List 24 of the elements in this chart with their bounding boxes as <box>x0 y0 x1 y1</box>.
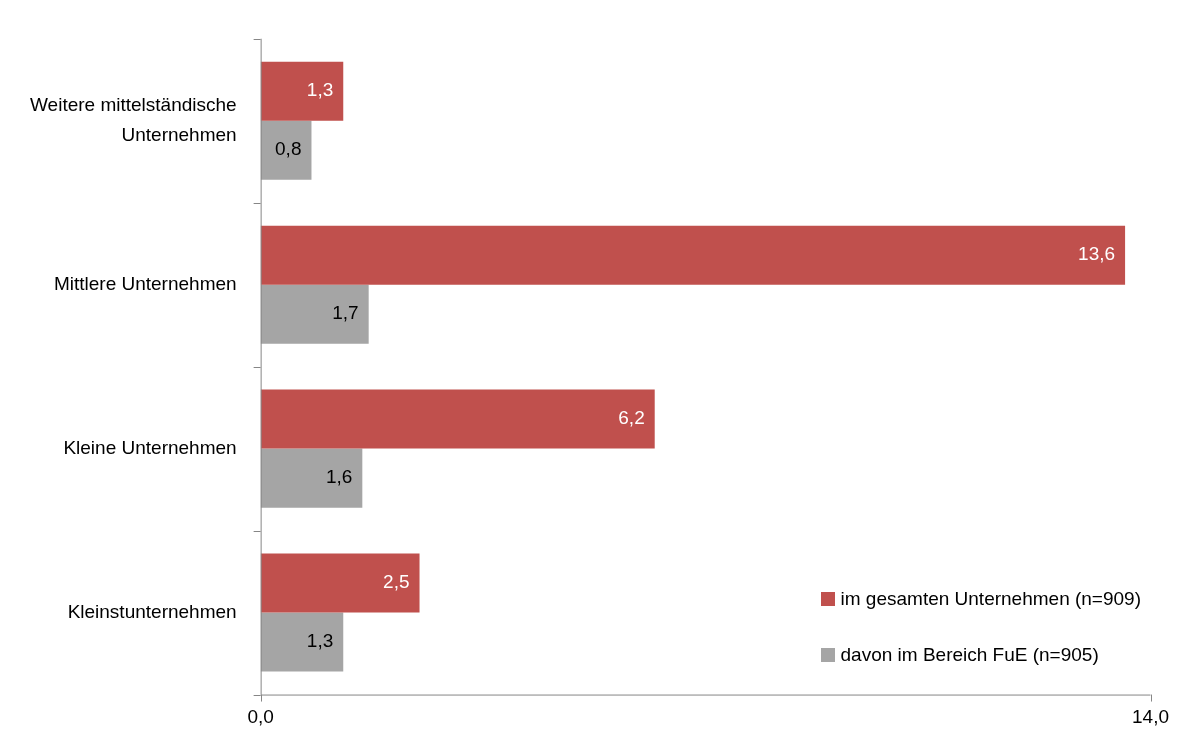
y-tick-label: Kleine Unternehmen <box>63 436 237 458</box>
y-tick-label: Mittlere Unternehmen <box>53 272 237 294</box>
bar <box>260 225 1126 285</box>
x-tick-label: 14,0 <box>1132 706 1169 728</box>
bar <box>260 389 655 449</box>
data-label: 1,3 <box>306 79 334 101</box>
data-label: 1,7 <box>332 302 359 324</box>
legend-label: davon im Bereich FuE (n=905) <box>840 644 1099 666</box>
legend-label: im gesamten Unternehmen (n=909) <box>840 588 1141 610</box>
data-label: 1,3 <box>306 630 334 652</box>
bar <box>260 448 363 508</box>
data-label: 2,5 <box>383 571 410 593</box>
bar <box>260 284 369 344</box>
bar <box>260 553 420 613</box>
bar <box>260 120 312 180</box>
data-label: 1,6 <box>325 466 353 488</box>
data-label: 6,2 <box>618 407 645 429</box>
bar <box>260 612 344 672</box>
y-tick-label: Kleinstunternehmen <box>67 600 237 622</box>
y-tick-label: Weitere mittelständische Unternehmen <box>30 94 237 145</box>
x-tick-label: 0,0 <box>247 706 274 728</box>
bar <box>260 61 344 121</box>
data-label: 13,6 <box>1078 243 1116 265</box>
data-label: 0,8 <box>275 138 302 160</box>
